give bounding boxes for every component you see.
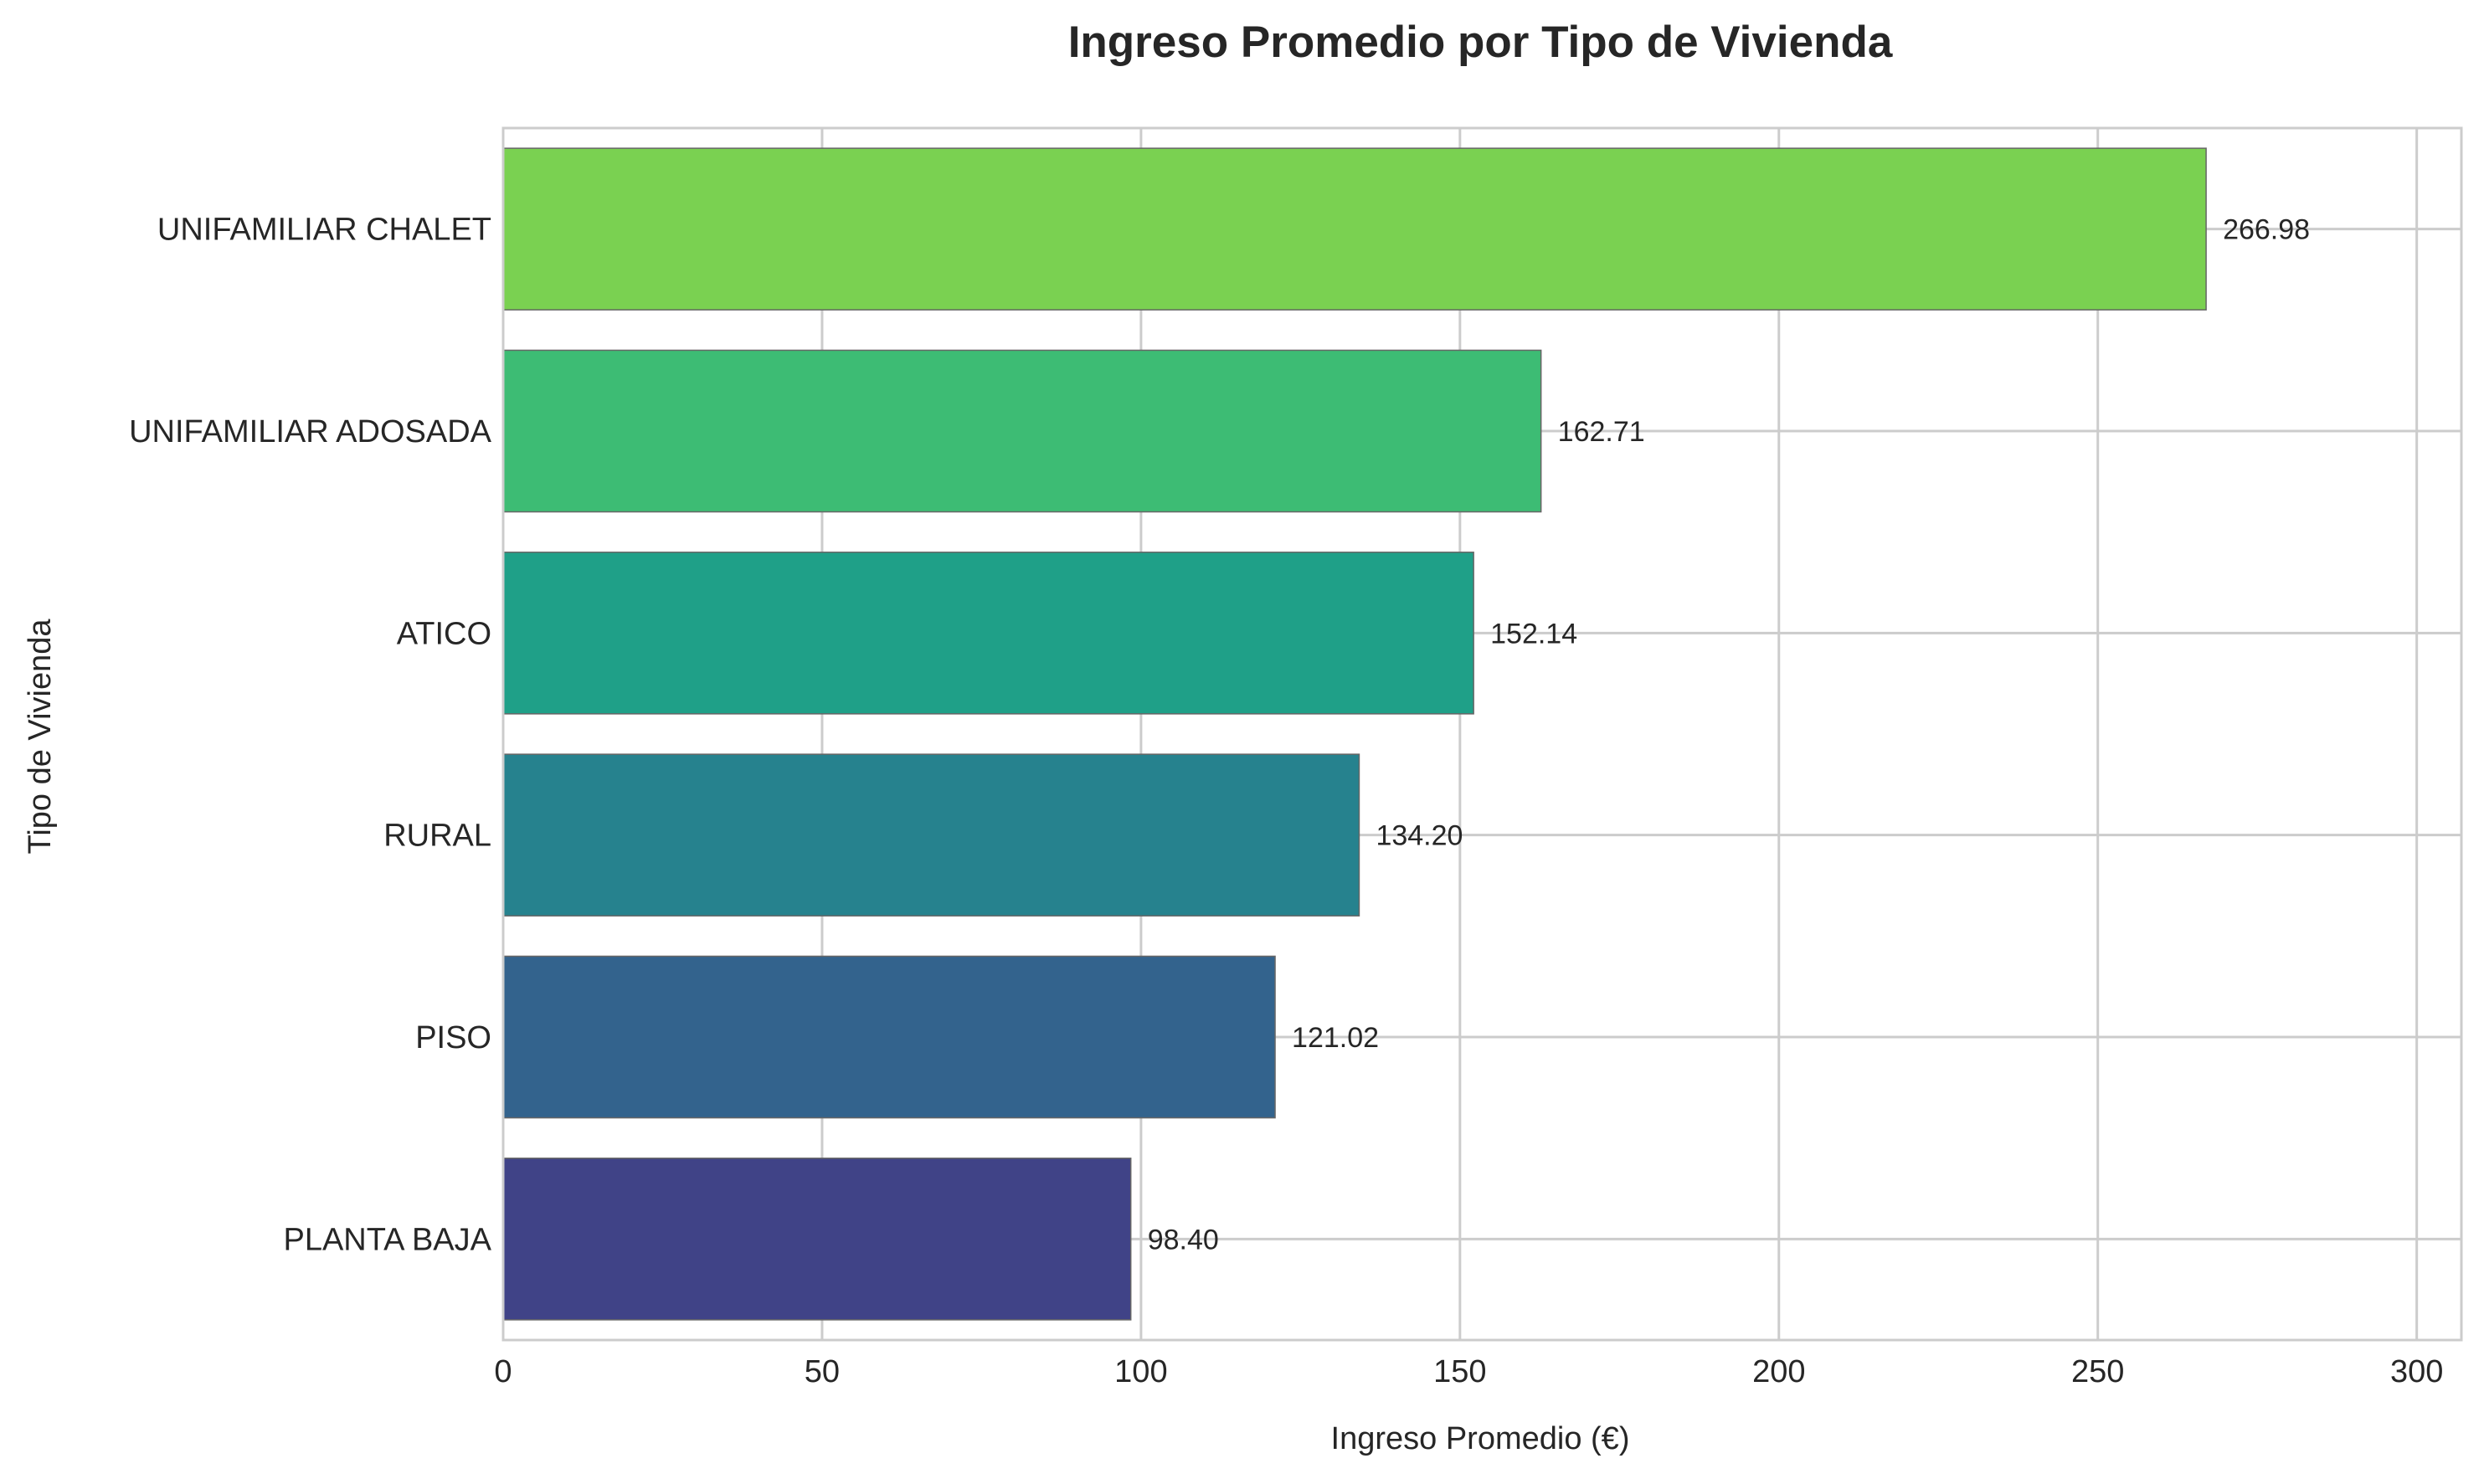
bar [502, 552, 1474, 715]
category-label: PLANTA BAJA [283, 1222, 491, 1257]
data-label: 134.20 [1376, 820, 1463, 852]
x-tick-label: 100 [1114, 1354, 1167, 1389]
chart-title: Ingreso Promedio por Tipo de Vivienda [1068, 18, 1893, 67]
plot-frame [501, 126, 2463, 1342]
data-label: 98.40 [1148, 1224, 1219, 1255]
data-label: 152.14 [1490, 618, 1577, 650]
x-tick-label: 200 [1752, 1354, 1805, 1389]
category-label: ATICO [397, 616, 491, 651]
x-tick-label: 250 [2071, 1354, 2124, 1389]
bar [502, 753, 1360, 917]
x-tick-label: 0 [494, 1354, 512, 1389]
bars-layer [502, 147, 2207, 1321]
y-axis-label: Tipo de Vivienda [23, 619, 58, 855]
data-label: 266.98 [2223, 214, 2310, 246]
labels-layer: 0 50 100 150 200 250 300 UNIFAMILIAR CHALET 266.… [129, 213, 2443, 1389]
bar [502, 147, 2207, 311]
bar [502, 955, 1276, 1119]
bar [502, 349, 1542, 513]
category-label: RURAL [383, 819, 491, 854]
x-tick-label: 150 [1433, 1354, 1486, 1389]
data-label: 162.71 [1558, 416, 1645, 448]
category-label: UNIFAMILIAR CHALET [157, 213, 491, 248]
x-tick-label: 300 [2390, 1354, 2443, 1389]
category-label: PISO [415, 1020, 491, 1055]
x-tick-label: 50 [805, 1354, 840, 1389]
category-label: UNIFAMILIAR ADOSADA [129, 414, 492, 449]
data-label: 121.02 [1292, 1022, 1379, 1054]
bar [502, 1158, 1132, 1321]
x-axis-label: Ingreso Promedio (€) [1331, 1421, 1630, 1456]
